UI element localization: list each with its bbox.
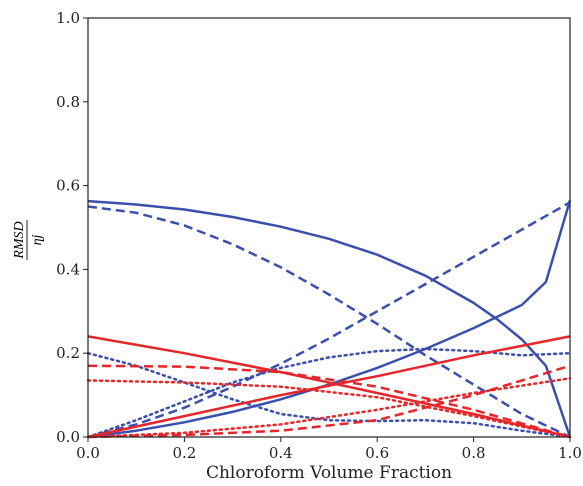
series-line-1-blue-solid: [87, 199, 572, 438]
series-line-2-blue-solid: [87, 199, 572, 439]
y-axis: 0.0 0.2 0.4 0.6 0.8 1.0: [56, 9, 88, 446]
y-tick-label: 1.0: [56, 9, 80, 27]
series-line-9-red-dashed: [87, 364, 571, 439]
y-tick-label: 0.4: [56, 260, 80, 278]
x-tick-label: 0.4: [269, 444, 293, 462]
series-line-8-red-solid: [87, 335, 571, 439]
x-tick-label: 0.6: [365, 444, 389, 462]
series-line-5-blue-dotted: [86, 351, 572, 439]
x-tick-label: 1.0: [558, 444, 582, 462]
y-axis-label: RMSD ηj: [12, 220, 45, 260]
y-axis-label-numerator: RMSD: [12, 221, 27, 259]
plot-lines: [86, 199, 572, 439]
y-axis-label-denominator: ηj: [30, 234, 45, 245]
series-line-11-red-dotted: [86, 379, 572, 439]
series-line-3-blue-dashed: [87, 205, 571, 439]
y-tick-label: 0.6: [56, 177, 80, 195]
y-tick-label: 0.0: [56, 428, 80, 446]
x-axis-label: Chloroform Volume Fraction: [206, 463, 452, 483]
x-axis: 0.0 0.2 0.4 0.6 0.8 1.0: [76, 437, 582, 462]
x-tick-label: 0.2: [172, 444, 196, 462]
y-tick-label: 0.8: [56, 93, 80, 111]
series-line-12-red-dotted: [86, 377, 572, 439]
plot-frame: [87, 17, 571, 438]
x-tick-label: 0.0: [76, 444, 100, 462]
series-line-7-red-solid: [87, 335, 571, 439]
y-tick-label: 0.2: [56, 344, 80, 362]
x-tick-label: 0.8: [462, 444, 486, 462]
